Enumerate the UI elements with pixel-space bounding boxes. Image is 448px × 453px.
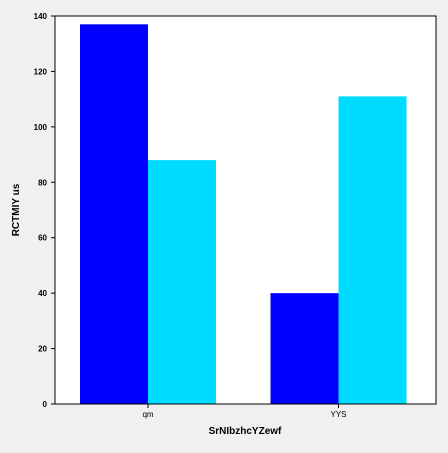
y-tick-label: 120 <box>34 67 48 76</box>
y-axis-label: RCTMIY us <box>11 183 22 236</box>
y-tick-label: 0 <box>43 400 48 409</box>
plot-frame <box>54 15 437 405</box>
y-tick-label: 140 <box>34 12 48 21</box>
y-axis: 0 20 40 60 80 100 120 140 <box>34 12 55 409</box>
y-tick-label: 20 <box>38 345 47 354</box>
bar-qm-series-2 <box>148 160 216 404</box>
bars-group <box>80 24 407 405</box>
x-tick-label: YYS <box>330 410 346 419</box>
bar-qm-series-1 <box>80 24 148 405</box>
y-tick-label: 60 <box>38 234 47 243</box>
y-tick-label: 100 <box>34 123 48 132</box>
x-tick-label: qm <box>142 410 153 419</box>
x-axis-label: SrNIbzhcYZewf <box>209 426 282 437</box>
y-tick-label: 40 <box>38 289 47 298</box>
bar-YYS-series-1 <box>270 293 339 404</box>
y-tick-label: 80 <box>38 178 47 187</box>
x-axis: qm YYS <box>142 404 347 419</box>
bar-YYS-series-2 <box>338 96 407 404</box>
